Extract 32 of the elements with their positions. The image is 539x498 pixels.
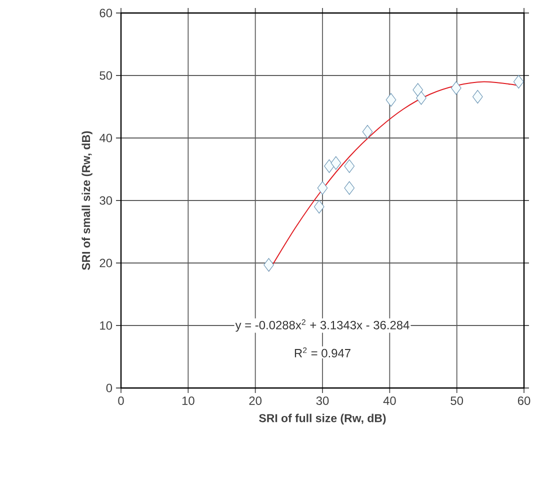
y-tick-label: 40 [99,134,112,142]
point [324,159,334,173]
point [344,159,355,173]
point [472,90,483,104]
point [451,81,462,95]
y-tick-label: 0 [106,384,112,392]
x-tick-label: 40 [383,396,396,405]
x-axis-title: SRI of full size (Rw, dB) [259,414,386,424]
x-tick-label: 0 [118,396,124,405]
annotation: R$^{2}$ = 0.947 [294,347,350,358]
point [513,74,524,89]
x-tick-label: 20 [249,396,262,405]
point [386,93,396,107]
point [416,91,426,105]
point [344,181,355,195]
y-tick-label: 60 [100,8,112,18]
point [314,200,324,214]
point [330,156,342,170]
annotation: y = -0.0288x$^{2}$ + 3.1343x - 36.284 [235,319,410,332]
y-axis-title: SRI of small size (Rw, dB) [82,131,92,270]
x-tick-label: 10 [182,396,194,405]
y-tick-label: 10 [100,321,112,330]
x-tick-label: 50 [450,396,464,405]
x-tick-label: 60 [518,396,530,405]
point [317,181,328,195]
point [264,258,274,272]
y-tick-label: 30 [100,196,112,205]
point [362,124,373,139]
point [412,83,424,97]
y-tick-label: 20 [100,258,112,268]
x-tick-label: 30 [316,396,329,405]
y-tick-label: 50 [100,71,112,80]
